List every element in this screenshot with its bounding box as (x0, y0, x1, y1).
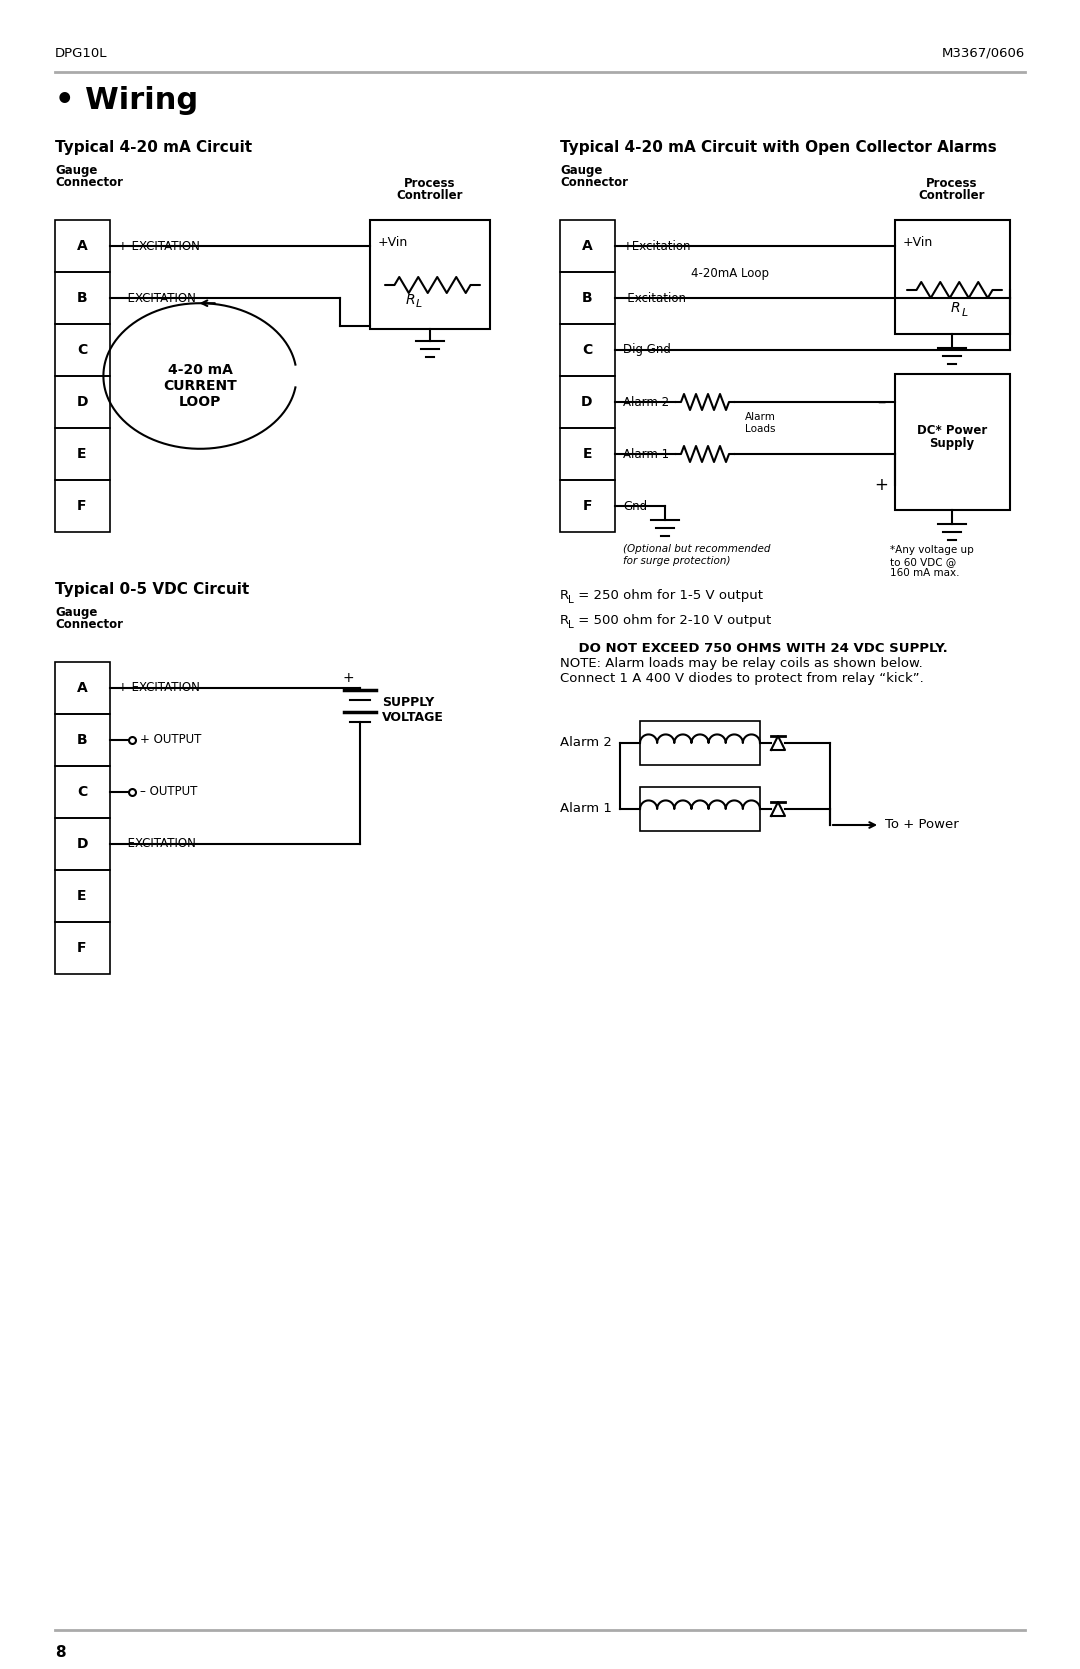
Bar (370, 220, 490, 329)
Text: *Any voltage up
to 60 VDC @
160 mA max.: *Any voltage up to 60 VDC @ 160 mA max. (890, 546, 974, 577)
Text: B: B (77, 290, 87, 305)
Text: Supply: Supply (930, 437, 974, 451)
Text: – OUTPUT: – OUTPUT (140, 786, 198, 798)
Text: Alarm 1: Alarm 1 (561, 803, 612, 816)
Bar (561, 272, 615, 324)
Text: DPG10L: DPG10L (55, 47, 108, 60)
Text: Alarm 2: Alarm 2 (623, 396, 670, 409)
Text: F: F (78, 499, 86, 512)
Text: D: D (77, 396, 87, 409)
Bar (55, 427, 110, 481)
Bar (55, 870, 110, 921)
Text: Typical 4-20 mA Circuit with Open Collector Alarms: Typical 4-20 mA Circuit with Open Collec… (561, 140, 997, 155)
Text: R: R (405, 294, 415, 307)
Bar (561, 427, 615, 481)
Text: +Vin: +Vin (378, 235, 408, 249)
Text: L: L (568, 619, 573, 629)
Text: M3367/0606: M3367/0606 (942, 47, 1025, 60)
Text: Gnd: Gnd (623, 499, 647, 512)
Bar (561, 481, 615, 532)
Text: C: C (77, 784, 87, 799)
Text: Alarm
Loads: Alarm Loads (745, 412, 775, 434)
Text: A: A (77, 681, 87, 694)
Text: D: D (581, 396, 593, 409)
Text: Controller: Controller (396, 189, 463, 202)
Text: DO NOT EXCEED 750 OHMS WITH 24 VDC SUPPLY.: DO NOT EXCEED 750 OHMS WITH 24 VDC SUPPL… (561, 643, 948, 654)
Text: Alarm 2: Alarm 2 (561, 736, 612, 749)
Text: 4-20 mA
CURRENT
LOOP: 4-20 mA CURRENT LOOP (163, 362, 237, 409)
Text: – EXCITATION: – EXCITATION (118, 292, 195, 304)
Bar (55, 921, 110, 975)
Bar (55, 272, 110, 324)
Text: – EXCITATION: – EXCITATION (118, 838, 195, 851)
Text: NOTE: Alarm loads may be relay coils as shown below.
Connect 1 A 400 V diodes to: NOTE: Alarm loads may be relay coils as … (561, 658, 923, 684)
Text: Typical 0-5 VDC Circuit: Typical 0-5 VDC Circuit (55, 582, 249, 598)
Bar (561, 376, 615, 427)
Text: Connector: Connector (55, 175, 123, 189)
Text: F: F (78, 941, 86, 955)
Text: Gauge: Gauge (561, 164, 603, 177)
Text: A: A (77, 239, 87, 254)
Bar (55, 481, 110, 532)
Text: E: E (582, 447, 592, 461)
Text: +Excitation: +Excitation (623, 239, 691, 252)
Text: Connector: Connector (55, 618, 123, 631)
Text: R: R (561, 614, 569, 628)
Bar (55, 766, 110, 818)
Text: B: B (582, 290, 592, 305)
Text: 4-20mA Loop: 4-20mA Loop (691, 267, 769, 280)
Text: C: C (582, 344, 592, 357)
Text: + OUTPUT: + OUTPUT (140, 733, 201, 746)
Bar (55, 818, 110, 870)
Bar (55, 663, 110, 714)
Text: + EXCITATION: + EXCITATION (118, 239, 200, 252)
Bar (55, 324, 110, 376)
Text: Controller: Controller (919, 189, 985, 202)
Text: Gauge: Gauge (55, 606, 97, 619)
Text: L: L (416, 299, 422, 309)
Bar (55, 376, 110, 427)
Text: B: B (77, 733, 87, 748)
Bar (55, 714, 110, 766)
Text: +Vin: +Vin (903, 235, 933, 249)
Text: Gauge: Gauge (55, 164, 97, 177)
Text: = 500 ohm for 2-10 V output: = 500 ohm for 2-10 V output (573, 614, 771, 628)
Text: –: – (877, 392, 886, 411)
Text: R: R (950, 300, 960, 315)
Bar (640, 721, 760, 764)
Text: Connector: Connector (561, 175, 627, 189)
Bar (895, 374, 1010, 511)
Text: C: C (77, 344, 87, 357)
Bar (55, 220, 110, 272)
Text: R: R (561, 589, 569, 603)
Text: E: E (78, 447, 86, 461)
Text: • Wiring: • Wiring (55, 87, 198, 115)
Text: To + Power: To + Power (885, 818, 959, 831)
Text: SUPPLY
VOLTAGE: SUPPLY VOLTAGE (382, 696, 444, 724)
Text: = 250 ohm for 1-5 V output: = 250 ohm for 1-5 V output (573, 589, 762, 603)
Text: + EXCITATION: + EXCITATION (118, 681, 200, 694)
Bar (561, 220, 615, 272)
Text: Process: Process (927, 177, 977, 190)
Text: 8: 8 (55, 1646, 66, 1661)
Text: Dig Gnd: Dig Gnd (623, 344, 671, 357)
Text: E: E (78, 890, 86, 903)
Text: (Optional but recommended
for surge protection): (Optional but recommended for surge prot… (623, 544, 770, 566)
Text: A: A (582, 239, 592, 254)
Text: +: + (342, 671, 353, 684)
Text: -Excitation: -Excitation (623, 292, 686, 304)
Text: F: F (582, 499, 592, 512)
Bar (561, 324, 615, 376)
Bar (640, 788, 760, 831)
Text: L: L (568, 596, 573, 604)
Text: Alarm 1: Alarm 1 (623, 447, 670, 461)
Text: L: L (962, 309, 968, 319)
Text: Typical 4-20 mA Circuit: Typical 4-20 mA Circuit (55, 140, 252, 155)
Text: +: + (874, 476, 888, 494)
Text: DC* Power: DC* Power (917, 424, 987, 437)
Bar (895, 220, 1010, 334)
Text: D: D (77, 836, 87, 851)
Text: Process: Process (404, 177, 456, 190)
